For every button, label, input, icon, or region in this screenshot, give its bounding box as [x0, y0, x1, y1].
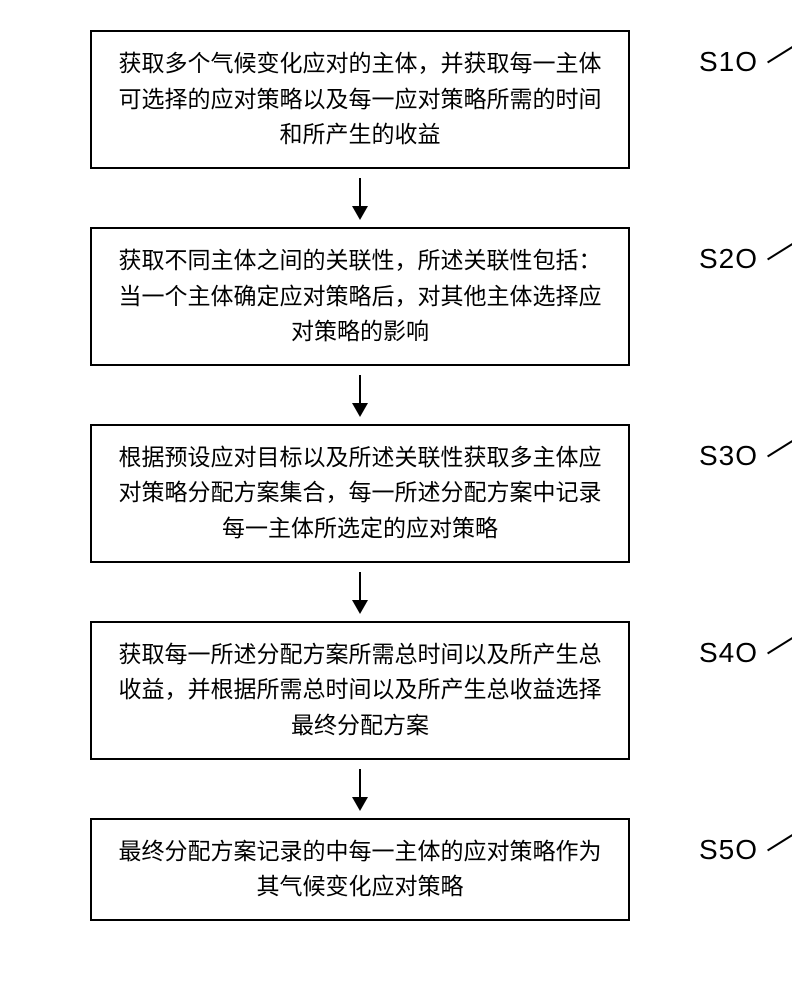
step-box-s1: 获取多个气候变化应对的主体，并获取每一主体可选择的应对策略以及每一应对策略所需的…: [90, 30, 630, 169]
arrow-icon: [359, 572, 361, 612]
step-text: 根据预设应对目标以及所述关联性获取多主体应对策略分配方案集合，每一所述分配方案中…: [119, 445, 602, 541]
step-label: S3O: [699, 434, 758, 477]
step-label: S2O: [699, 237, 758, 280]
step-label: S5O: [699, 828, 758, 871]
arrow-s3-s4: [50, 563, 670, 621]
label-connector: [767, 429, 792, 457]
step-label: S4O: [699, 631, 758, 674]
step-text: 获取每一所述分配方案所需总时间以及所产生总收益，并根据所需总时间以及所产生总收益…: [119, 642, 602, 738]
arrow-icon: [359, 375, 361, 415]
label-connector: [767, 626, 792, 654]
step-text: 最终分配方案记录的中每一主体的应对策略作为其气候变化应对策略: [119, 839, 602, 900]
arrow-s1-s2: [50, 169, 670, 227]
step-box-s3: 根据预设应对目标以及所述关联性获取多主体应对策略分配方案集合，每一所述分配方案中…: [90, 424, 630, 563]
arrow-icon: [359, 178, 361, 218]
arrow-s4-s5: [50, 760, 670, 818]
step-label: S1O: [699, 40, 758, 83]
flowchart-container: 获取多个气候变化应对的主体，并获取每一主体可选择的应对策略以及每一应对策略所需的…: [50, 30, 670, 921]
arrow-icon: [359, 769, 361, 809]
label-connector: [767, 823, 792, 851]
label-connector: [767, 35, 792, 63]
step-box-s2: 获取不同主体之间的关联性，所述关联性包括：当一个主体确定应对策略后，对其他主体选…: [90, 227, 630, 366]
step-text: 获取多个气候变化应对的主体，并获取每一主体可选择的应对策略以及每一应对策略所需的…: [119, 51, 602, 147]
step-text: 获取不同主体之间的关联性，所述关联性包括：当一个主体确定应对策略后，对其他主体选…: [119, 248, 602, 344]
arrow-s2-s3: [50, 366, 670, 424]
step-box-s4: 获取每一所述分配方案所需总时间以及所产生总收益，并根据所需总时间以及所产生总收益…: [90, 621, 630, 760]
label-connector: [767, 232, 792, 260]
step-box-s5: 最终分配方案记录的中每一主体的应对策略作为其气候变化应对策略 S5O: [90, 818, 630, 921]
